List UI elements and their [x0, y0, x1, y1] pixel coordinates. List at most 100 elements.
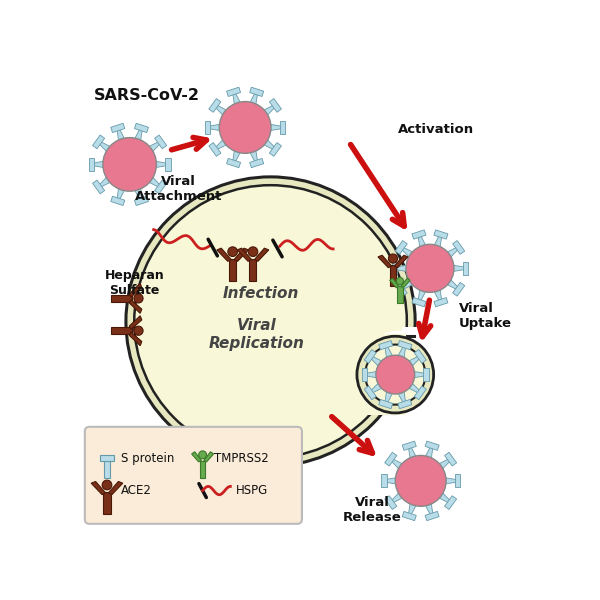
Polygon shape: [396, 265, 407, 272]
Polygon shape: [250, 259, 256, 281]
Polygon shape: [227, 87, 241, 97]
Polygon shape: [229, 259, 236, 281]
Text: ACE2: ACE2: [121, 484, 152, 497]
Polygon shape: [280, 121, 286, 134]
Polygon shape: [446, 279, 458, 289]
Polygon shape: [398, 391, 406, 403]
Polygon shape: [381, 475, 386, 487]
Polygon shape: [385, 391, 393, 403]
Polygon shape: [438, 459, 450, 469]
Polygon shape: [165, 158, 171, 171]
Polygon shape: [250, 87, 264, 97]
Polygon shape: [398, 400, 412, 409]
Polygon shape: [389, 265, 396, 286]
Text: Heparan
Sulfate: Heparan Sulfate: [104, 269, 164, 297]
Polygon shape: [111, 295, 132, 302]
Polygon shape: [100, 455, 114, 461]
Polygon shape: [371, 356, 383, 367]
Polygon shape: [434, 289, 442, 301]
Polygon shape: [397, 286, 403, 302]
Circle shape: [356, 331, 444, 419]
Polygon shape: [455, 475, 460, 487]
Polygon shape: [205, 121, 211, 134]
Polygon shape: [398, 346, 406, 358]
Polygon shape: [130, 300, 142, 313]
Polygon shape: [250, 158, 264, 167]
Polygon shape: [366, 371, 377, 378]
Circle shape: [388, 254, 398, 263]
Polygon shape: [414, 386, 427, 400]
Polygon shape: [402, 327, 438, 422]
Polygon shape: [130, 332, 142, 346]
Polygon shape: [452, 283, 465, 296]
Text: Viral
Attachment: Viral Attachment: [134, 175, 222, 203]
Polygon shape: [269, 124, 281, 131]
Polygon shape: [412, 298, 426, 307]
Polygon shape: [200, 461, 205, 478]
Text: TMPRSS2: TMPRSS2: [214, 452, 269, 465]
Polygon shape: [445, 452, 457, 466]
Polygon shape: [391, 493, 403, 503]
Polygon shape: [379, 341, 393, 350]
Polygon shape: [109, 481, 123, 494]
Bar: [368, 334, 406, 415]
Polygon shape: [250, 93, 257, 105]
Polygon shape: [215, 139, 227, 149]
Polygon shape: [227, 158, 241, 167]
Polygon shape: [155, 161, 167, 167]
Polygon shape: [452, 241, 465, 254]
Polygon shape: [362, 368, 367, 381]
Polygon shape: [263, 139, 275, 149]
Polygon shape: [117, 188, 125, 200]
Polygon shape: [233, 150, 241, 162]
Circle shape: [228, 247, 238, 256]
Polygon shape: [134, 196, 148, 206]
Polygon shape: [452, 265, 464, 272]
Polygon shape: [364, 350, 376, 363]
Polygon shape: [463, 262, 468, 275]
Polygon shape: [111, 328, 132, 334]
Polygon shape: [394, 255, 408, 268]
Polygon shape: [412, 230, 426, 239]
Circle shape: [395, 455, 446, 506]
Circle shape: [103, 137, 157, 191]
Polygon shape: [204, 452, 214, 462]
Polygon shape: [134, 129, 142, 141]
Polygon shape: [191, 452, 202, 462]
Circle shape: [248, 247, 258, 256]
Polygon shape: [130, 283, 142, 297]
FancyBboxPatch shape: [85, 427, 302, 524]
Polygon shape: [398, 341, 412, 350]
Polygon shape: [418, 235, 426, 248]
Polygon shape: [234, 248, 248, 262]
Polygon shape: [438, 493, 450, 503]
Polygon shape: [395, 283, 407, 296]
Text: Viral
Uptake: Viral Uptake: [459, 302, 512, 330]
Polygon shape: [385, 452, 397, 466]
Polygon shape: [425, 511, 439, 521]
Text: Activation: Activation: [398, 123, 474, 136]
Circle shape: [134, 326, 143, 335]
Text: Viral
Replication: Viral Replication: [209, 318, 305, 350]
Polygon shape: [391, 459, 403, 469]
Text: SARS-CoV-2: SARS-CoV-2: [94, 88, 200, 103]
Polygon shape: [445, 478, 456, 484]
Polygon shape: [155, 180, 167, 194]
Circle shape: [126, 177, 415, 466]
Circle shape: [396, 277, 404, 285]
Polygon shape: [103, 492, 110, 514]
Polygon shape: [91, 481, 106, 494]
Polygon shape: [155, 135, 167, 149]
Polygon shape: [111, 196, 125, 206]
Polygon shape: [402, 511, 416, 521]
Polygon shape: [434, 235, 442, 248]
Circle shape: [134, 294, 143, 303]
Polygon shape: [385, 496, 397, 509]
Polygon shape: [92, 180, 104, 194]
Polygon shape: [425, 441, 439, 451]
Polygon shape: [385, 346, 393, 358]
Polygon shape: [92, 161, 104, 167]
Circle shape: [406, 244, 454, 292]
Circle shape: [365, 344, 425, 404]
Polygon shape: [408, 383, 420, 393]
